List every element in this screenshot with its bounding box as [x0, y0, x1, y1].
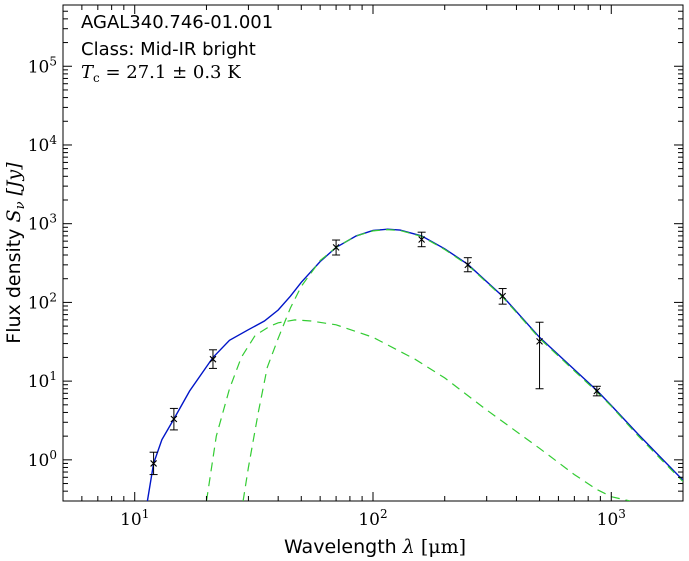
point-marker: [499, 292, 507, 300]
data-point-6: [463, 257, 472, 273]
annotation-class: Class: Mid-IR bright: [81, 39, 256, 60]
point-marker: [418, 236, 426, 243]
data-point-9: [592, 385, 601, 397]
y-tick-label: 100: [28, 448, 57, 471]
plot-frame: [62, 4, 684, 502]
series-layer: [146, 228, 683, 501]
data-points-layer: [149, 231, 601, 476]
ticks-layer: [62, 4, 684, 502]
point-marker: [536, 337, 543, 345]
x-axis-label: Wavelength λ [μm]: [284, 536, 466, 558]
y-tick-label: 101: [28, 369, 57, 392]
data-point-7: [498, 288, 507, 305]
data-point-3: [208, 349, 217, 369]
series-line-2: [205, 319, 631, 501]
series-line-1: [146, 228, 683, 501]
annotation-source-name: AGAL340.746-01.001: [81, 12, 273, 33]
x-tick-label: 102: [358, 507, 387, 530]
y-axis-label: Flux density Sν [Jy]: [3, 162, 28, 344]
annotation-temperature: Tc = 27.1 ± 0.3 K: [81, 62, 241, 85]
point-marker: [464, 261, 472, 269]
point-marker: [593, 387, 601, 395]
plot-area: [146, 228, 683, 501]
data-point-4: [332, 239, 341, 256]
point-marker: [150, 460, 157, 467]
point-marker: [209, 355, 217, 363]
tick-labels-layer: 101 102 103 100 101 102 103 104 105: [28, 54, 626, 530]
point-marker: [332, 243, 340, 251]
data-point-5: [417, 231, 426, 248]
x-tick-label: 103: [597, 507, 626, 530]
y-tick-label: 102: [28, 290, 57, 313]
data-point-2: [169, 407, 178, 431]
series-line-3: [242, 228, 683, 501]
data-point-1: [149, 451, 158, 476]
y-tick-label: 104: [28, 133, 58, 156]
x-tick-label: 101: [120, 507, 149, 530]
data-point-8: [535, 321, 544, 390]
y-tick-label: 105: [28, 54, 57, 77]
y-tick-label: 103: [28, 212, 57, 235]
point-marker: [170, 415, 178, 423]
